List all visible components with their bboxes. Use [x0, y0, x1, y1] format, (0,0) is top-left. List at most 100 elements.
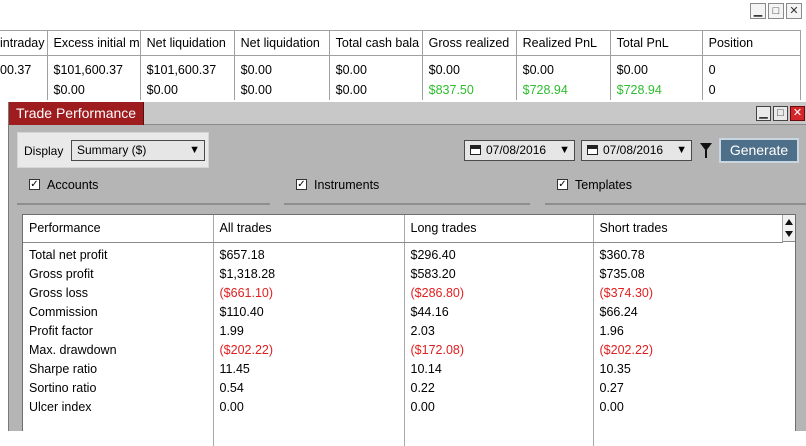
maximize-icon[interactable]: □	[773, 106, 788, 121]
minimize-icon[interactable]: ▁	[750, 3, 766, 19]
column-header[interactable]: Short trades	[593, 215, 783, 243]
metric-value: 0.27	[599, 380, 624, 395]
table-cell: $0.00	[329, 55, 423, 80]
chevron-down-icon: ▼	[676, 144, 687, 156]
metric-label: Ulcer index	[23, 397, 214, 416]
close-icon[interactable]: ✕	[790, 106, 805, 121]
metric-value: $44.16	[404, 302, 594, 321]
window-controls: ▁ □ ✕	[756, 106, 805, 121]
column-header[interactable]: Net liquidation	[140, 30, 235, 56]
metric-value: $735.08	[599, 266, 645, 281]
chevron-down-icon: ▼	[559, 144, 570, 156]
column-header[interactable]: Realized PnL	[516, 30, 611, 56]
instruments-checkbox[interactable]: ✓	[296, 179, 307, 190]
title-bar[interactable]: Trade Performance ▁ □ ✕	[9, 102, 806, 125]
metric-value: 2.03	[404, 321, 594, 340]
close-icon[interactable]: ✕	[786, 3, 802, 19]
empty-cell	[23, 416, 214, 446]
instruments-label[interactable]: Instruments	[314, 178, 380, 192]
table-cell: 0	[702, 55, 801, 80]
table-cell: $101,600.37	[47, 55, 141, 80]
metric-value: 0.00	[404, 397, 594, 416]
templates-label[interactable]: Templates	[575, 178, 632, 192]
table-cell: $0.00	[234, 55, 330, 80]
table-cell: $0.00	[47, 79, 141, 100]
accounts-label[interactable]: Accounts	[47, 178, 99, 192]
metric-value: 0.00	[213, 397, 405, 416]
table-row[interactable]: Gross profit $1,318.28 $583.20 $735.08	[23, 264, 783, 283]
accounts-header-row: intraday Excess initial m Net liquidatio…	[0, 30, 801, 56]
column-header[interactable]: Net liquidation	[234, 30, 330, 56]
column-header[interactable]: Total cash bala	[329, 30, 423, 56]
metric-value: ($661.10)	[213, 283, 405, 302]
scroll-down-icon[interactable]	[785, 231, 793, 237]
filter-checkboxes: ✓ Accounts ✓ Instruments ✓ Templates	[17, 175, 806, 205]
metric-value: ($286.80)	[404, 283, 594, 302]
metric-label: Max. drawdown	[23, 340, 214, 359]
minimize-icon[interactable]: ▁	[756, 106, 771, 121]
generate-button[interactable]: Generate	[719, 138, 799, 163]
metric-value: 0.22	[404, 378, 594, 397]
column-header[interactable]: Gross realized	[422, 30, 517, 56]
table-row[interactable]: Commission $110.40 $44.16 $66.24	[23, 302, 783, 321]
scroll-up-icon[interactable]	[785, 219, 793, 225]
table-cell: $0.00	[234, 79, 330, 100]
column-header[interactable]: Excess initial m	[47, 30, 141, 56]
display-select-value: Summary ($)	[77, 143, 147, 157]
table-row[interactable]: Ulcer index 0.00 0.00 0.00	[23, 397, 783, 416]
filter-icon[interactable]	[700, 143, 712, 158]
table-row[interactable]: Max. drawdown ($202.22) ($172.08) ($202.22)	[23, 340, 783, 359]
templates-checkbox[interactable]: ✓	[557, 179, 568, 190]
table-row[interactable]: 00.37 $101,600.37 $101,600.37 $0.00 $0.0…	[0, 55, 801, 80]
table-cell: $0.00	[329, 79, 423, 100]
calendar-icon	[587, 145, 598, 155]
display-select[interactable]: Summary ($) ▼	[71, 140, 205, 161]
performance-header-row: Performance All trades Long trades Short…	[23, 215, 783, 243]
column-header[interactable]: Performance	[23, 215, 214, 243]
table-row[interactable]: Sortino ratio 0.54 0.22 0.27	[23, 378, 783, 397]
metric-value: $1,318.28	[213, 264, 405, 283]
date-to-value: 07/08/2016	[603, 143, 664, 157]
chevron-down-icon: ▼	[189, 144, 200, 156]
empty-cell	[404, 416, 594, 446]
table-row[interactable]: $0.00 $0.00 $0.00 $0.00 $837.50 $728.94 …	[0, 79, 801, 100]
column-header[interactable]: All trades	[213, 215, 405, 243]
scrollbar[interactable]	[782, 215, 795, 242]
metric-value: 0.54	[213, 378, 405, 397]
metric-value: $110.40	[213, 302, 405, 321]
column-header[interactable]: intraday	[0, 30, 48, 56]
table-row[interactable]: Profit factor 1.99 2.03 1.96	[23, 321, 783, 340]
metric-value: ($202.22)	[599, 342, 654, 357]
column-header[interactable]: Position	[702, 30, 801, 56]
metric-value: ($374.30)	[599, 285, 654, 300]
date-from-value: 07/08/2016	[486, 143, 547, 157]
window-title: Trade Performance	[9, 102, 145, 125]
metric-value: 0.00	[599, 399, 624, 414]
metric-label: Profit factor	[23, 321, 214, 340]
table-row[interactable]: Sharpe ratio 11.45 10.14 10.35	[23, 359, 783, 378]
table-row[interactable]: Gross loss ($661.10) ($286.80) ($374.30)	[23, 283, 783, 302]
metric-label: Total net profit	[23, 242, 214, 264]
table-row[interactable]: Total net profit $657.18 $296.40 $360.78	[23, 242, 783, 264]
templates-filter: ✓ Templates	[545, 175, 806, 205]
performance-table: Performance All trades Long trades Short…	[23, 215, 783, 446]
date-to-picker[interactable]: 07/08/2016 ▼	[581, 140, 692, 161]
date-from-picker[interactable]: 07/08/2016 ▼	[464, 140, 575, 161]
column-header[interactable]: Total PnL	[610, 30, 703, 56]
metric-label: Gross profit	[23, 264, 214, 283]
empty-cell	[213, 416, 405, 446]
accounts-window: ▁ □ ✕ intraday Excess initial m Net liqu…	[0, 0, 806, 102]
performance-body: Total net profit $657.18 $296.40 $360.78 Gro…	[23, 242, 783, 446]
accounts-checkbox[interactable]: ✓	[29, 179, 40, 190]
metric-value: ($202.22)	[213, 340, 405, 359]
display-label: Display	[24, 144, 64, 158]
maximize-icon[interactable]: □	[768, 3, 784, 19]
metric-label: Gross loss	[23, 283, 214, 302]
metric-value: $66.24	[599, 304, 638, 319]
calendar-icon	[470, 145, 481, 155]
metric-value: $583.20	[404, 264, 594, 283]
metric-value: 1.96	[599, 323, 624, 338]
metric-label: Sharpe ratio	[23, 359, 214, 378]
column-header[interactable]: Long trades	[404, 215, 594, 243]
metric-value: 1.99	[213, 321, 405, 340]
